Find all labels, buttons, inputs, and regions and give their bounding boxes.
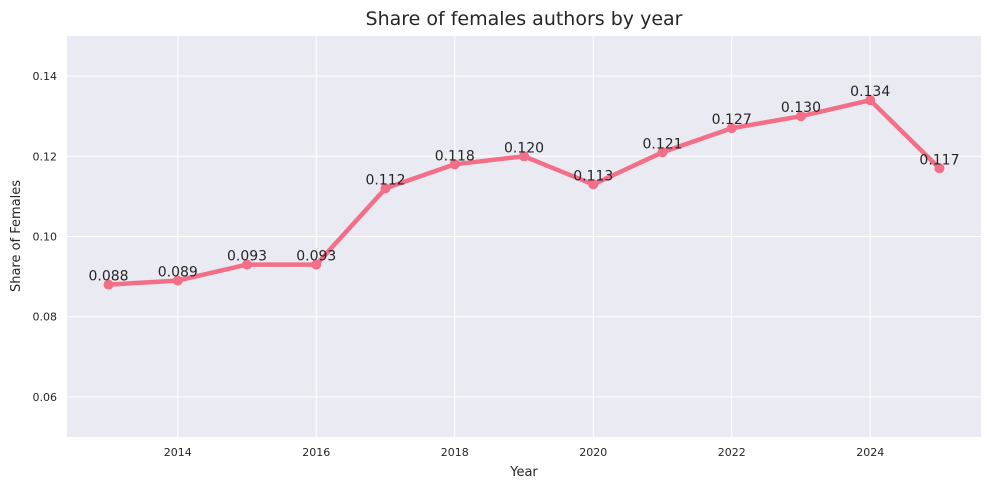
chart-title: Share of females authors by year (366, 8, 683, 30)
data-label: 0.121 (642, 136, 682, 152)
data-label: 0.112 (365, 172, 405, 188)
x-tick-label: 2022 (718, 446, 746, 459)
data-point (934, 163, 945, 174)
data-point (449, 159, 460, 170)
data-point (242, 259, 253, 270)
x-tick-label: 2014 (164, 446, 192, 459)
data-point (588, 179, 599, 190)
data-point (103, 279, 114, 290)
data-label: 0.093 (296, 249, 336, 265)
data-label: 0.113 (573, 168, 613, 184)
y-tick-label: 0.14 (33, 70, 58, 83)
x-tick-label: 2020 (579, 446, 607, 459)
data-point (726, 123, 737, 134)
y-tick-label: 0.10 (33, 231, 58, 244)
data-label: 0.127 (712, 112, 752, 128)
data-labels: 0.088 0.089 0.093 0.093 0.112 0.118 0.120 0.113… (88, 84, 959, 284)
data-label: 0.134 (850, 84, 890, 100)
data-points (103, 95, 945, 290)
y-axis-ticks: 0.06 0.08 0.10 0.12 0.14 (33, 70, 58, 404)
data-label: 0.118 (435, 148, 475, 164)
data-label: 0.089 (158, 265, 198, 281)
x-axis-label: Year (509, 465, 538, 480)
x-axis-ticks: 2014 2016 2018 2020 2022 2024 (164, 446, 884, 459)
data-point (380, 183, 391, 194)
y-tick-label: 0.08 (33, 311, 58, 324)
data-label: 0.093 (227, 249, 267, 265)
data-point (172, 275, 183, 286)
x-tick-label: 2016 (302, 446, 330, 459)
data-label: 0.088 (88, 269, 128, 285)
y-axis-label: Share of Females (9, 180, 24, 292)
y-tick-label: 0.06 (33, 391, 58, 404)
data-point (795, 111, 806, 122)
data-label: 0.120 (504, 140, 544, 156)
x-tick-label: 2024 (856, 446, 884, 459)
data-point (311, 259, 322, 270)
data-point (865, 95, 876, 106)
data-label: 0.117 (919, 152, 959, 168)
data-point (519, 151, 529, 162)
data-label: 0.130 (781, 100, 821, 116)
x-tick-label: 2018 (441, 446, 469, 459)
y-tick-label: 0.12 (33, 150, 58, 163)
data-point (657, 147, 668, 158)
